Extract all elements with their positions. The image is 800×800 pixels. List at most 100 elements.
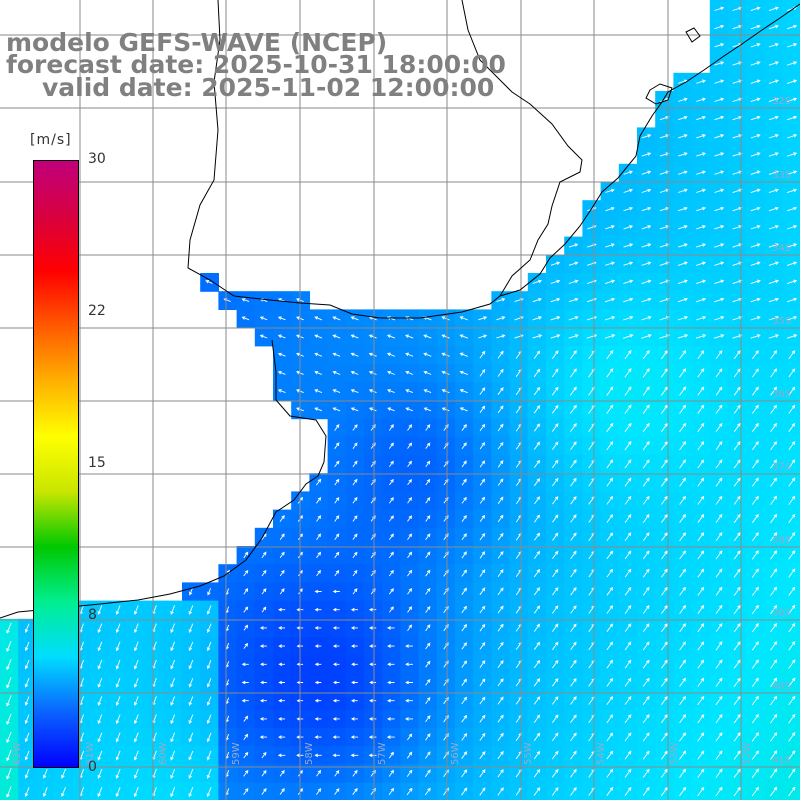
wind-arrow — [696, 115, 706, 121]
wind-arrow — [768, 79, 779, 84]
wind-arrow — [606, 441, 614, 451]
wind-arrow — [624, 495, 632, 505]
wind-arrow — [679, 604, 686, 614]
wind-arrow — [770, 386, 777, 396]
wind-arrow — [497, 605, 504, 614]
wind-arrow — [314, 316, 323, 321]
wind-arrow — [786, 61, 798, 66]
wind-arrow — [624, 477, 632, 487]
wind-arrow — [696, 243, 707, 248]
wind-arrow — [550, 279, 561, 284]
wind-arrow — [405, 662, 413, 667]
wind-arrow — [732, 152, 743, 157]
wind-arrow — [677, 315, 689, 321]
wind-arrow — [606, 586, 614, 596]
wind-arrow — [261, 606, 267, 613]
wind-arrow — [170, 623, 176, 634]
wind-arrow — [352, 588, 358, 595]
wind-arrow — [259, 644, 267, 648]
wind-arrow — [97, 768, 103, 779]
wind-arrow — [786, 152, 798, 157]
wind-arrow — [479, 569, 486, 577]
coastline-river — [461, 0, 583, 297]
wind-arrow — [386, 334, 395, 339]
wind-arrow — [661, 641, 668, 651]
wind-arrow — [314, 589, 322, 594]
wind-arrow — [334, 460, 340, 468]
wind-arrow — [24, 714, 30, 725]
wind-arrow — [407, 733, 413, 741]
wind-arrow — [788, 386, 796, 396]
wind-arrow — [732, 79, 743, 84]
wind-arrow — [133, 623, 139, 634]
wind-arrow — [788, 750, 796, 760]
wind-arrow — [661, 459, 668, 469]
wind-arrow — [314, 680, 322, 685]
wind-arrow — [788, 368, 796, 378]
wind-arrow — [642, 568, 650, 578]
wind-arrow — [389, 460, 394, 468]
wind-arrow — [334, 442, 340, 450]
wind-arrow — [334, 788, 340, 795]
wind-arrow — [788, 732, 796, 742]
wind-arrow — [750, 334, 761, 339]
wind-arrow — [641, 170, 652, 175]
wind-arrow — [550, 261, 561, 266]
wind-arrow — [661, 750, 668, 760]
latitude-label: 32S — [772, 96, 791, 107]
wind-arrow — [387, 698, 395, 703]
wind-arrow — [6, 659, 12, 671]
wind-arrow — [733, 495, 741, 505]
wind-arrow — [350, 316, 359, 321]
wind-arrow — [770, 495, 777, 505]
wind-arrow — [733, 713, 741, 724]
wind-arrow — [278, 717, 286, 721]
wind-arrow — [188, 732, 194, 743]
wind-arrow — [497, 423, 504, 432]
wind-arrow — [788, 350, 796, 360]
wind-arrow — [133, 714, 139, 725]
wind-arrow — [332, 735, 340, 739]
wind-arrow — [350, 607, 358, 612]
wind-arrow — [388, 588, 394, 595]
wind-arrow — [642, 768, 650, 778]
wind-arrow — [189, 588, 193, 596]
forecast-date: forecast date: 2025-10-31 18:00:00 — [6, 50, 506, 79]
wind-arrow — [461, 714, 468, 723]
wind-arrow — [642, 550, 650, 560]
wind-arrow — [661, 714, 668, 724]
wind-arrow — [752, 404, 759, 414]
wind-arrow — [752, 477, 759, 487]
wind-arrow — [533, 568, 541, 578]
wind-arrow — [660, 350, 668, 360]
wind-arrow — [624, 732, 632, 742]
wind-arrow — [786, 243, 798, 248]
wind-arrow — [768, 334, 779, 339]
wind-arrow — [332, 370, 341, 375]
wind-arrow — [388, 515, 394, 522]
wind-arrow — [479, 587, 486, 596]
wind-arrow — [425, 715, 431, 723]
wind-arrow — [641, 297, 652, 303]
wind-arrow — [552, 441, 559, 450]
wind-arrow — [407, 478, 412, 486]
wind-arrow — [24, 641, 30, 652]
wind-arrow — [206, 623, 212, 633]
wind-arrow — [316, 769, 322, 777]
wind-arrow — [696, 206, 706, 212]
wind-arrow — [750, 6, 761, 12]
wind-arrow — [697, 404, 705, 414]
wind-arrow — [786, 315, 798, 321]
wind-arrow — [459, 370, 468, 376]
wind-arrow — [641, 225, 652, 230]
wind-arrow — [423, 352, 432, 357]
wind-arrow — [714, 6, 725, 11]
wind-arrow — [679, 368, 687, 378]
wind-arrow — [659, 134, 670, 139]
wind-arrow — [642, 605, 650, 614]
wind-arrow — [478, 316, 488, 321]
wind-arrow — [552, 659, 559, 669]
wind-arrow — [551, 750, 559, 760]
wind-arrow — [642, 532, 650, 542]
